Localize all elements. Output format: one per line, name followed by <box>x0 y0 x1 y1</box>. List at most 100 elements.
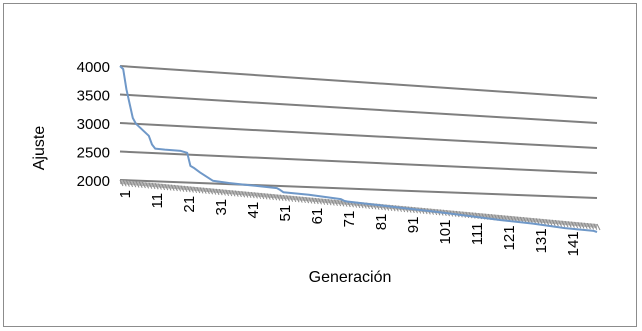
x-tick-mark <box>215 188 220 196</box>
x-tick-mark <box>260 192 265 200</box>
x-tick-mark <box>189 186 194 193</box>
gridlines <box>119 65 598 199</box>
x-tick-mark <box>167 184 172 191</box>
series-line <box>119 65 598 233</box>
x-tick-mark <box>154 183 159 190</box>
x-tick-mark <box>244 191 249 198</box>
x-tick-mark <box>266 193 271 200</box>
x-tick-label: 121 <box>501 225 518 250</box>
x-tick-labels: 1 11 21 31 41 51 61 71 81 91 101 111 121 131 141 <box>117 190 582 256</box>
y-tick-label: 3000 <box>77 116 110 133</box>
x-tick-label: 81 <box>373 214 390 231</box>
x-tick-mark <box>330 199 335 206</box>
x-tick-mark <box>570 221 575 228</box>
x-tick-mark <box>282 194 287 202</box>
x-tick-mark <box>186 185 191 193</box>
x-tick-mark <box>254 192 258 199</box>
x-tick-mark <box>567 221 572 228</box>
x-tick-mark <box>212 188 217 195</box>
x-tick-mark <box>122 180 127 187</box>
x-tick-mark <box>289 195 294 202</box>
x-tick-mark <box>548 219 553 226</box>
x-tick-mark <box>138 181 143 188</box>
x-tick-label: 131 <box>533 228 550 253</box>
x-tick-mark <box>545 219 550 226</box>
x-tick-mark <box>286 195 290 202</box>
x-tick-mark <box>148 182 153 189</box>
x-tick-mark <box>583 222 588 230</box>
x-tick-mark <box>337 199 342 207</box>
x-tick-mark <box>318 198 322 205</box>
x-tick-mark <box>145 182 150 189</box>
series-layer <box>119 65 598 233</box>
x-tick-mark <box>135 181 140 188</box>
x-tick-label: 1 <box>117 190 134 198</box>
x-tick-mark <box>218 188 223 196</box>
x-tick-mark <box>279 194 284 201</box>
gridline <box>119 65 598 99</box>
x-tick-label: 101 <box>437 220 454 245</box>
x-tick-mark <box>324 198 329 206</box>
x-tick-mark <box>276 194 281 201</box>
x-tick-label: 91 <box>405 217 422 234</box>
x-tick-mark <box>305 196 310 204</box>
y-tick-label: 2500 <box>77 145 110 162</box>
x-tick-label: 61 <box>309 208 326 225</box>
x-tick-label: 31 <box>213 199 230 216</box>
x-tick-label: 51 <box>277 205 294 222</box>
x-tick-mark <box>590 223 595 230</box>
x-tick-mark <box>327 198 332 206</box>
x-tick-mark <box>234 190 239 197</box>
x-tick-mark <box>311 197 316 204</box>
x-tick-label: 71 <box>341 211 358 228</box>
x-tick-label: 41 <box>245 202 262 219</box>
x-tick-mark <box>263 193 268 200</box>
chart-frame <box>3 3 637 327</box>
x-tick-label: 141 <box>565 231 582 256</box>
x-tick-mark <box>334 199 338 207</box>
gridline <box>119 150 598 174</box>
x-tick-mark <box>183 185 188 193</box>
x-tick-mark <box>119 179 124 187</box>
x-tick-mark <box>125 180 130 187</box>
y-tick-label: 2000 <box>77 173 110 190</box>
x-tick-mark <box>561 220 566 227</box>
y-axis-title: Ajuste <box>31 126 48 171</box>
x-tick-mark <box>298 196 303 203</box>
x-tick-mark <box>292 195 297 203</box>
x-tick-mark <box>129 180 134 188</box>
gridline <box>119 93 598 124</box>
x-tick-mark <box>157 183 162 190</box>
x-tick-mark <box>596 223 601 231</box>
x-tick-mark <box>542 218 547 226</box>
x-tick-mark <box>132 180 137 188</box>
x-tick-mark <box>321 198 326 205</box>
x-tick-mark <box>164 183 169 191</box>
x-tick-mark <box>241 190 246 198</box>
x-tick-mark <box>151 182 156 190</box>
x-tick-mark <box>231 190 236 197</box>
x-tick-mark <box>180 185 185 192</box>
x-tick-mark <box>170 184 175 191</box>
x-tick-mark <box>564 220 569 228</box>
x-tick-mark <box>554 219 559 227</box>
x-tick-mark <box>270 193 274 201</box>
x-tick-mark <box>577 222 582 229</box>
x-tick-mark <box>247 191 252 199</box>
x-tick-mark <box>225 189 230 196</box>
x-tick-mark <box>205 187 210 195</box>
gridline <box>119 179 598 199</box>
x-tick-mark <box>161 183 166 191</box>
x-tick-mark <box>538 218 543 225</box>
x-tick-mark <box>551 219 556 227</box>
x-tick-mark <box>593 223 598 230</box>
x-tick-mark <box>295 196 300 203</box>
x-axis-title: Generación <box>309 269 392 286</box>
x-tick-label: 21 <box>181 196 198 213</box>
x-tick-mark <box>177 185 182 192</box>
x-tick-mark <box>586 222 591 230</box>
x-tick-label: 11 <box>149 193 166 209</box>
x-tick-mark <box>141 181 146 189</box>
x-tick-mark <box>250 191 255 199</box>
x-tick-mark <box>193 186 198 194</box>
